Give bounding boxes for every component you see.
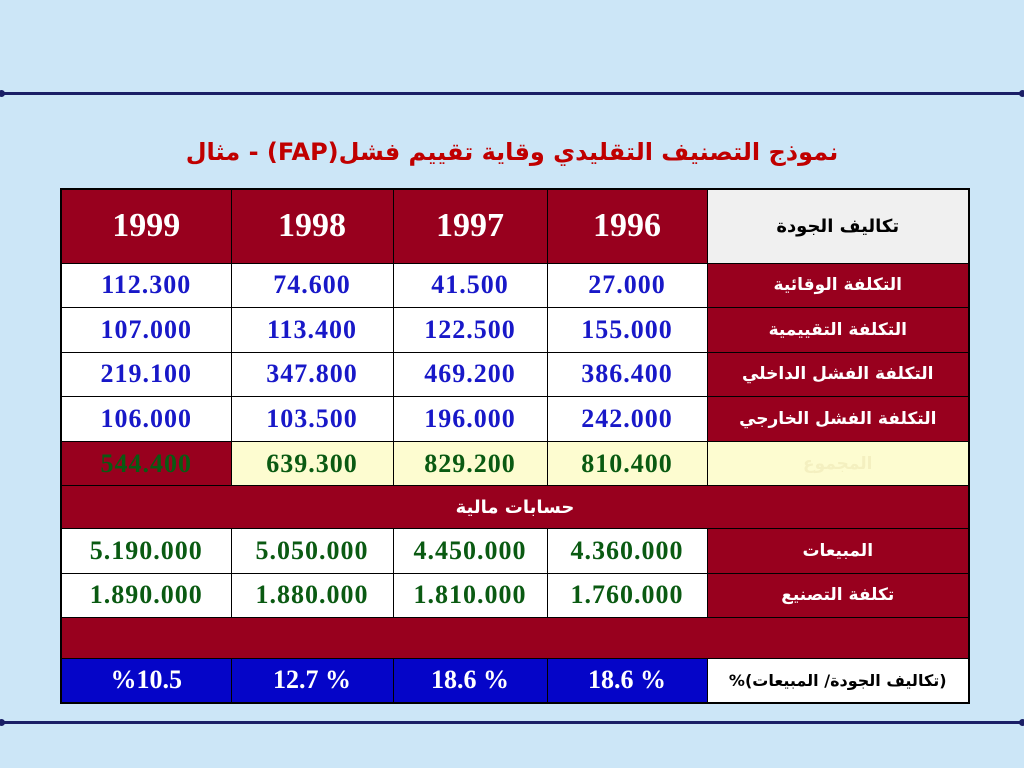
cell-1998: 113.400 (230, 307, 394, 353)
top-divider (0, 90, 1024, 97)
table-row: تكلفة التصنيع 1.760.000 1.810.000 1.880.… (60, 572, 970, 619)
cell-1998: 103.500 (230, 396, 394, 442)
section-row: حسابات مالية (60, 485, 970, 530)
cell-1999: 219.100 (60, 351, 232, 398)
total-1999: 544.400 (60, 440, 232, 487)
cell-1997: 1.810.000 (392, 572, 548, 619)
cell-1999: 106.000 (60, 396, 232, 442)
year-1999: 1999 (60, 188, 232, 264)
total-1997: 829.200 (392, 440, 548, 487)
spacer-row (60, 617, 970, 659)
ratio-1998: % 12.7 (230, 657, 394, 704)
cell-1996: 4.360.000 (546, 528, 708, 574)
cell-1996: 1.760.000 (546, 572, 708, 619)
cell-1997: 196.000 (392, 396, 548, 442)
slide-title: نموذج التصنيف التقليدي وقاية تقييم فشل(F… (185, 138, 839, 166)
cell-1996: 27.000 (546, 262, 708, 309)
total-label: المجموع (706, 440, 970, 487)
table-row: التكلفة الفشل الداخلي 386.400 469.200 34… (60, 351, 970, 398)
cell-1999: 107.000 (60, 307, 232, 353)
cell-1996: 242.000 (546, 396, 708, 442)
table-row: المبيعات 4.360.000 4.450.000 5.050.000 5… (60, 528, 970, 574)
header-label: تكاليف الجودة (706, 188, 970, 264)
fap-cost-table: تكاليف الجودة 1996 1997 1998 1999 التكلف… (60, 188, 970, 704)
header-row: تكاليف الجودة 1996 1997 1998 1999 (60, 188, 970, 264)
row-label: المبيعات (706, 528, 970, 574)
cell-1997: 122.500 (392, 307, 548, 353)
year-1996: 1996 (546, 188, 708, 264)
total-1996: 810.400 (546, 440, 708, 487)
spacer-cell (60, 617, 970, 659)
row-label: التكلفة التقييمية (706, 307, 970, 353)
cell-1999: 112.300 (60, 262, 232, 309)
cell-1998: 347.800 (230, 351, 394, 398)
cell-1998: 5.050.000 (230, 528, 394, 574)
total-1998: 639.300 (230, 440, 394, 487)
bottom-divider (0, 719, 1024, 726)
table-row: التكلفة الوقائية 27.000 41.500 74.600 11… (60, 262, 970, 309)
cell-1997: 4.450.000 (392, 528, 548, 574)
ratio-1999: %10.5 (60, 657, 232, 704)
cell-1996: 386.400 (546, 351, 708, 398)
table-row: التكلفة الفشل الخارجي 242.000 196.000 10… (60, 396, 970, 442)
row-label: التكلفة الفشل الداخلي (706, 351, 970, 398)
table-row: التكلفة التقييمية 155.000 122.500 113.40… (60, 307, 970, 353)
cell-1999: 1.890.000 (60, 572, 232, 619)
ratio-label: (تكاليف الجودة/ المبيعات)% (706, 657, 970, 704)
row-label: تكلفة التصنيع (706, 572, 970, 619)
ratio-1996: % 18.6 (546, 657, 708, 704)
cell-1999: 5.190.000 (60, 528, 232, 574)
row-label: التكلفة الفشل الخارجي (706, 396, 970, 442)
year-1998: 1998 (230, 188, 394, 264)
cell-1998: 1.880.000 (230, 572, 394, 619)
ratio-1997: % 18.6 (392, 657, 548, 704)
cell-1997: 469.200 (392, 351, 548, 398)
total-row: المجموع 810.400 829.200 639.300 544.400 (60, 440, 970, 487)
cell-1998: 74.600 (230, 262, 394, 309)
year-1997: 1997 (392, 188, 548, 264)
section-label: حسابات مالية (60, 485, 970, 530)
cell-1997: 41.500 (392, 262, 548, 309)
row-label: التكلفة الوقائية (706, 262, 970, 309)
ratio-row: (تكاليف الجودة/ المبيعات)% % 18.6 % 18.6… (60, 657, 970, 704)
cell-1996: 155.000 (546, 307, 708, 353)
